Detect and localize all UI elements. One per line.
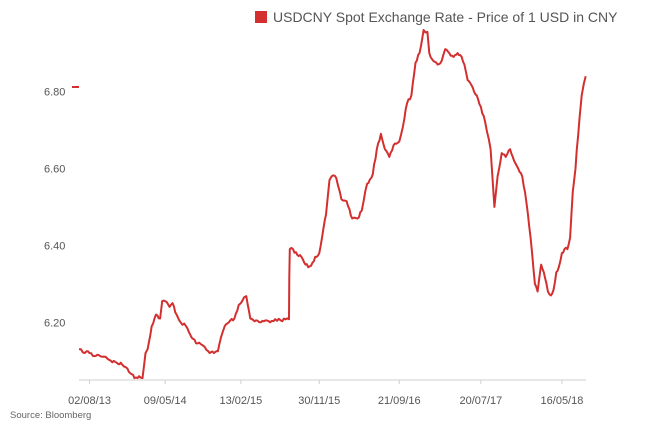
x-tick-label: 20/07/17 bbox=[459, 395, 502, 407]
x-tick-label: 21/09/16 bbox=[378, 395, 421, 407]
x-tick-label: 09/05/14 bbox=[144, 395, 187, 407]
x-tick-label: 16/05/18 bbox=[541, 395, 584, 407]
x-tick-label: 13/02/15 bbox=[219, 395, 262, 407]
y-tick-label: 6.60 bbox=[44, 163, 65, 175]
x-tick-label: 02/08/13 bbox=[68, 395, 111, 407]
y-tick-label: 6.40 bbox=[44, 240, 65, 252]
series-line bbox=[79, 29, 587, 380]
legend-label: USDCNY Spot Exchange Rate - Price of 1 U… bbox=[273, 9, 618, 25]
y-tick-label: 6.80 bbox=[44, 87, 65, 99]
x-tick-label: 30/11/15 bbox=[298, 395, 340, 407]
legend-swatch bbox=[255, 11, 267, 23]
legend: USDCNY Spot Exchange Rate - Price of 1 U… bbox=[255, 9, 617, 25]
source-note: Source: Bloomberg bbox=[10, 410, 92, 421]
y-tick-label: 6.20 bbox=[44, 317, 65, 329]
